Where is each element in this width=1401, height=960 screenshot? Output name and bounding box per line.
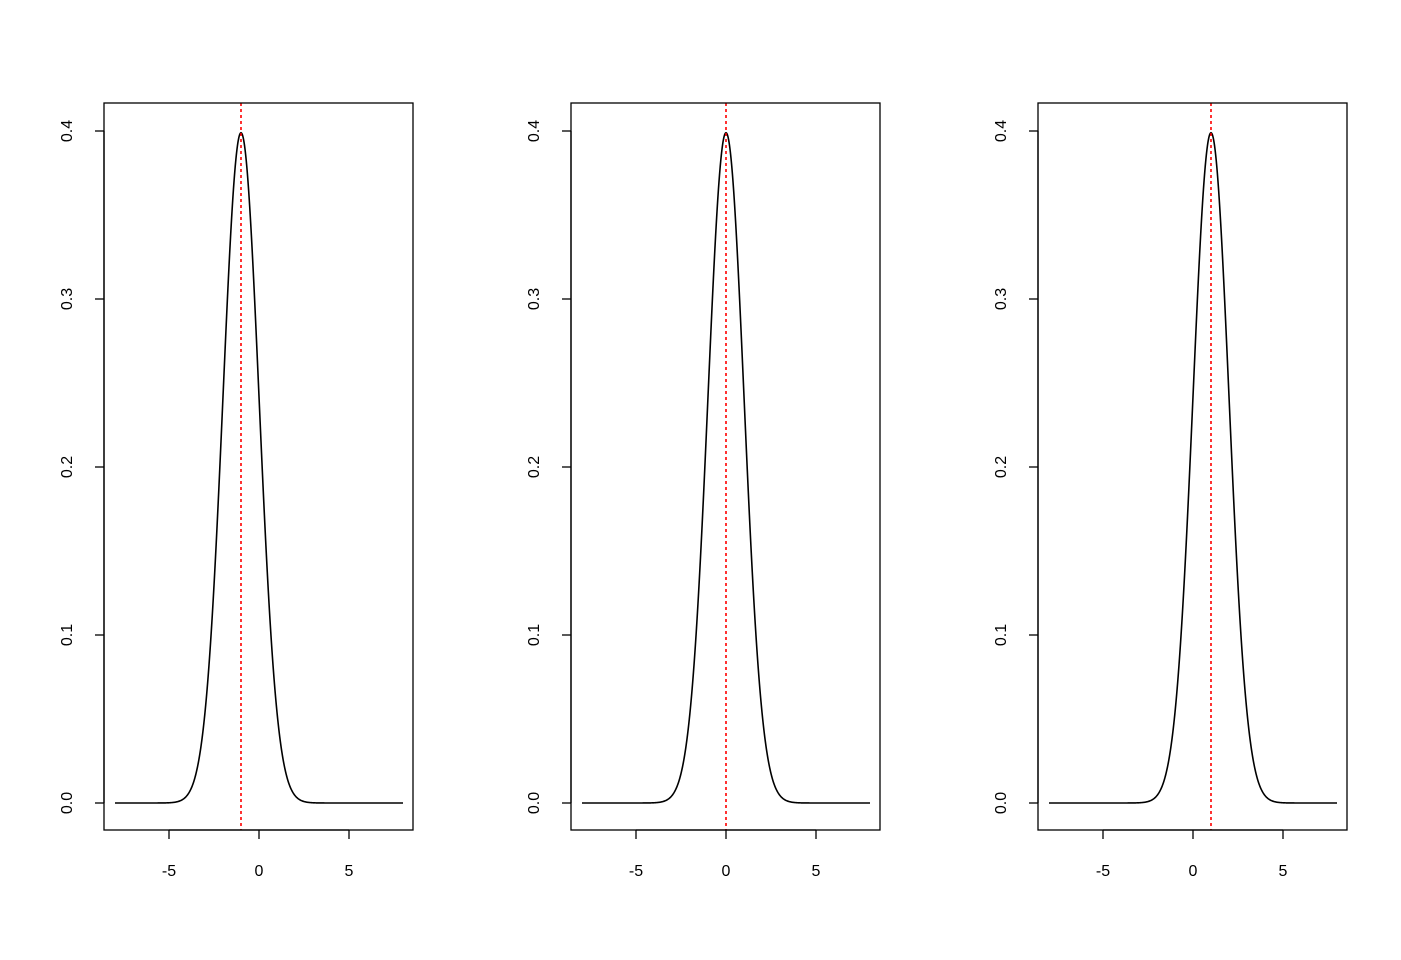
y-tick-label: 0.2: [59, 456, 76, 478]
y-tick-label: 0.2: [993, 456, 1010, 478]
y-tick-label: 0.4: [526, 120, 543, 142]
panel-3: -5 0 5 0.0 0.1 0.2 0.3 0.4: [993, 102, 1348, 880]
x-tick-label: -5: [1096, 863, 1110, 880]
x-tick-label: 0: [722, 863, 731, 880]
y-tick-label: 0.3: [993, 288, 1010, 310]
y-tick-label: 0.4: [59, 120, 76, 142]
panel-1: -5 0 5 0.0 0.1 0.2 0.3 0.4: [59, 102, 414, 880]
density-curve: [115, 131, 403, 804]
y-tick-label: 0.2: [526, 456, 543, 478]
y-tick-label: 0.0: [59, 792, 76, 814]
x-tick-label: 0: [255, 863, 264, 880]
y-tick-label: 0.0: [526, 792, 543, 814]
density-curve: [582, 131, 870, 804]
y-tick-label: 0.0: [993, 792, 1010, 814]
panel-2: -5 0 5 0.0 0.1 0.2 0.3 0.4: [526, 102, 881, 880]
density-curve: [1049, 131, 1337, 804]
y-tick-label: 0.3: [526, 288, 543, 310]
y-tick-label: 0.4: [993, 120, 1010, 142]
x-tick-label: -5: [162, 863, 176, 880]
x-tick-label: 5: [1279, 863, 1288, 880]
x-tick-label: 5: [812, 863, 821, 880]
x-tick-label: 5: [345, 863, 354, 880]
x-tick-label: 0: [1189, 863, 1198, 880]
plot-box: [1037, 102, 1348, 831]
y-tick-label: 0.3: [59, 288, 76, 310]
plot-box: [103, 102, 414, 831]
y-tick-label: 0.1: [59, 624, 76, 646]
x-tick-label: -5: [629, 863, 643, 880]
y-tick-label: 0.1: [993, 624, 1010, 646]
y-tick-label: 0.1: [526, 624, 543, 646]
